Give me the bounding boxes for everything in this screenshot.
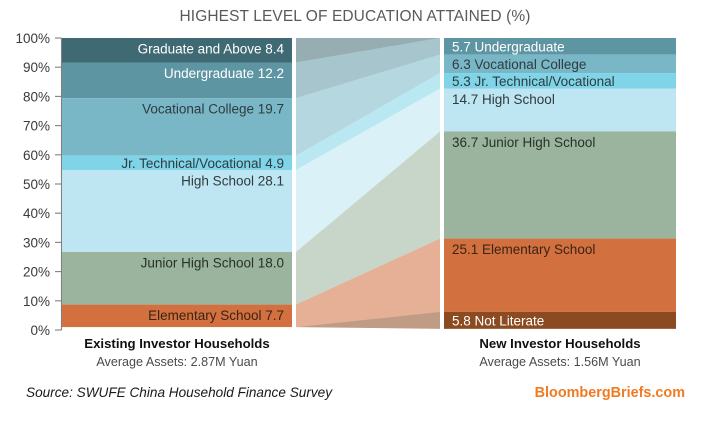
existing-investor-segment-label: High School 28.1: [181, 173, 284, 188]
new-investor-category-name: New Investor Households: [479, 336, 640, 351]
new-investor-segment[interactable]: [444, 88, 676, 132]
bloomberg-briefs-brand[interactable]: BloombergBriefs.com: [535, 385, 685, 401]
y-axis-tick-label: 60%: [23, 148, 50, 163]
existing-investor-segment-label: Vocational College 19.7: [142, 102, 284, 117]
y-axis-tick-label: 10%: [23, 294, 50, 309]
y-axis-tick-label: 80%: [23, 89, 50, 104]
flow-ribbon: [296, 73, 440, 170]
new-investor-segment[interactable]: [444, 238, 676, 312]
flow-ribbon: [296, 131, 440, 305]
new-investor-segment[interactable]: [444, 311, 676, 329]
y-axis-tick-label: 0%: [30, 323, 50, 338]
existing-investor-segment[interactable]: [62, 98, 292, 156]
bar-new-investor-households: 5.7 Undergraduate 6.3 Vocational College 5…: [444, 38, 676, 329]
new-investor-segment-label: 5.8 Not Literate: [452, 313, 544, 328]
y-axis-tick-label: 70%: [23, 119, 50, 134]
existing-investor-segment[interactable]: [62, 38, 292, 63]
y-axis-tick-label: 40%: [23, 206, 50, 221]
y-axis-tick-label: 90%: [23, 60, 50, 75]
existing-investor-segment-label: Junior High School 18.0: [141, 256, 284, 271]
existing-investor-category-name: Existing Investor Households: [84, 336, 269, 351]
existing-investor-segment-label: Elementary School 7.7: [148, 308, 284, 323]
new-investor-average-assets: Average Assets: 1.56M Yuan: [479, 355, 640, 369]
existing-investor-segment-label: Jr. Technical/Vocational 4.9: [121, 156, 284, 171]
existing-investor-average-assets: Average Assets: 2.87M Yuan: [96, 355, 257, 369]
existing-investor-segment[interactable]: [62, 62, 292, 99]
y-axis-tick-label: 20%: [23, 265, 50, 280]
chart-title: HIGHEST LEVEL OF EDUCATION ATTAINED (%): [180, 8, 531, 25]
y-axis-tick-label: 30%: [23, 235, 50, 250]
flow-ribbon: [296, 238, 440, 328]
flow-ribbon: [296, 88, 440, 253]
flow-ribbon: [296, 311, 440, 329]
new-investor-segment-label: 6.3 Vocational College: [452, 57, 586, 72]
existing-investor-segment[interactable]: [62, 155, 292, 170]
new-investor-segment-label: 36.7 Junior High School: [452, 135, 595, 150]
new-investor-segment-label: 5.3 Jr. Technical/Vocational: [452, 74, 615, 89]
existing-investor-segment[interactable]: [62, 252, 292, 305]
existing-investor-segment-label: Undergraduate 12.2: [164, 66, 284, 81]
category-labels: Existing Investor Households Average Asse…: [84, 336, 640, 369]
source-note: Source: SWUFE China Household Finance Su…: [26, 385, 333, 400]
new-investor-segment[interactable]: [444, 73, 676, 89]
new-investor-segment-label: 25.1 Elementary School: [452, 242, 595, 257]
existing-investor-segment[interactable]: [62, 304, 292, 328]
y-axis-tick-label: 50%: [23, 177, 50, 192]
new-investor-segment-label: 14.7 High School: [452, 92, 555, 107]
flow-ribbon: [296, 54, 440, 156]
new-investor-segment-label: 5.7 Undergraduate: [452, 39, 565, 54]
flow-ribbon-group: [296, 38, 440, 329]
new-investor-segment[interactable]: [444, 54, 676, 74]
y-axis-tick-label: 100%: [15, 31, 50, 46]
new-investor-segment[interactable]: [444, 131, 676, 239]
new-investor-segment[interactable]: [444, 38, 676, 55]
existing-investor-segment-label: Graduate and Above 8.4: [138, 42, 285, 57]
bar-existing-investor-households: Graduate and Above 8.4 Undergraduate 12.2…: [62, 38, 292, 328]
flow-ribbon: [296, 38, 440, 99]
y-axis: 100% 90% 80% 70% 60% 50% 40% 30% 20% 10% 0%: [15, 31, 63, 338]
existing-investor-segment[interactable]: [62, 169, 292, 253]
